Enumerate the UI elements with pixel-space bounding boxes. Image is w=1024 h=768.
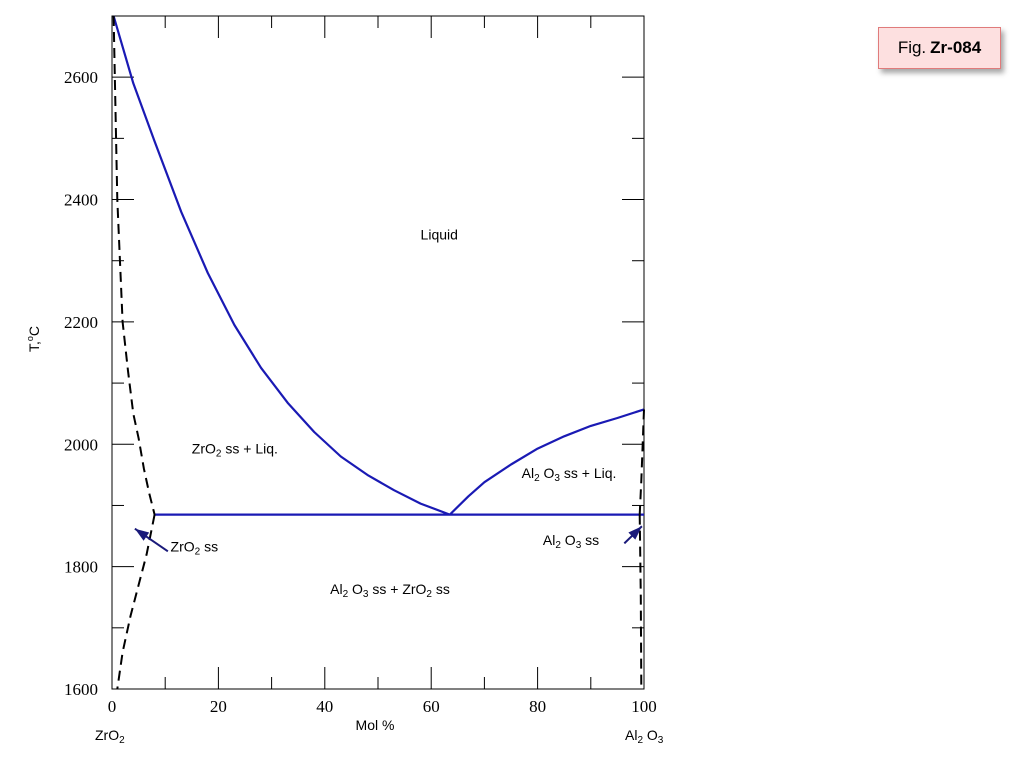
y-axis-label: T,oC	[25, 326, 42, 352]
y-tick-label: 2000	[64, 435, 98, 454]
end-member-left: ZrO2	[95, 727, 125, 746]
y-tick-label: 2400	[64, 191, 98, 210]
x-tick-label: 60	[423, 697, 440, 716]
x-axis-label: Mol %	[356, 717, 395, 733]
x-tick-label: 80	[529, 697, 546, 716]
figure-prefix: Fig.	[897, 38, 927, 57]
figure-id: Zr-084	[930, 38, 982, 57]
liquidus-line	[449, 408, 645, 516]
arrow-head	[134, 528, 150, 541]
x-tick-label: 100	[631, 697, 657, 716]
y-tick-label: 2600	[64, 68, 98, 87]
y-tick-label: 2200	[64, 313, 98, 332]
arrow-head	[628, 526, 642, 540]
y-tick-label: 1600	[64, 680, 98, 699]
solidus-boundary-line	[112, 15, 156, 515]
region-label: ZrO2 ss + Liq.	[192, 440, 278, 459]
x-tick-label: 20	[210, 697, 227, 716]
region-label: Al2 O3 ss	[543, 532, 599, 551]
phase-boundaries	[112, 15, 645, 690]
liquidus-line	[112, 15, 451, 516]
region-label: Al2 O3 ss + Liq.	[522, 465, 617, 484]
x-tick-label: 0	[108, 697, 117, 716]
solidus-boundary-line	[116, 514, 156, 690]
end-member-labels: ZrO2 Al2 O3	[95, 727, 664, 746]
solidus-boundary-line	[638, 514, 643, 690]
region-label: Liquid	[421, 226, 458, 242]
figure-id-badge: Fig. Zr-084	[878, 27, 1001, 69]
x-tick-label: 40	[316, 697, 333, 716]
axis-titles: Mol % T,oC	[25, 326, 394, 733]
region-label: Al2 O3 ss + ZrO2 ss	[330, 581, 450, 600]
solidus-boundary-line	[638, 409, 645, 515]
end-member-right: Al2 O3	[625, 727, 664, 746]
pointer-arrows	[134, 525, 643, 553]
y-tick-label: 1800	[64, 558, 98, 577]
region-labels: Liquid ZrO2 ss + Liq. Al2 O3 ss + Liq. Al2 …	[171, 226, 617, 600]
axis-tick-labels: 1600 1800 2000 2200 2400 2600 0 20 40 60 80 100	[64, 68, 657, 716]
region-label: ZrO2 ss	[171, 538, 219, 557]
